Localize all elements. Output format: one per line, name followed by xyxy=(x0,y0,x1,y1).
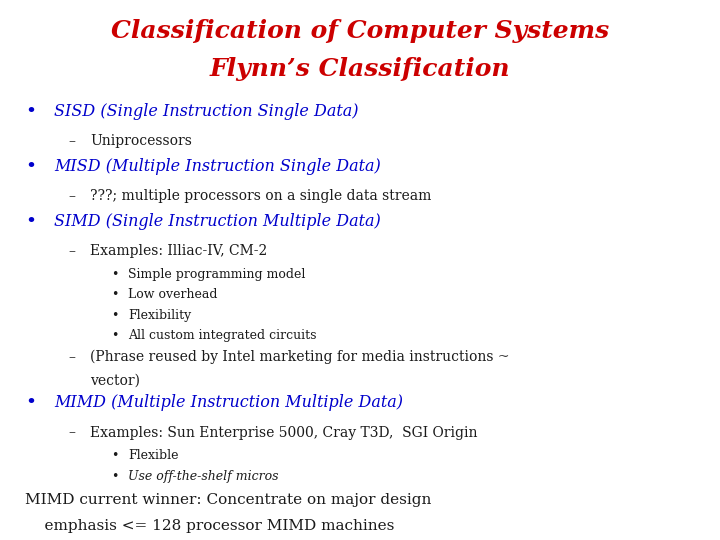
Text: –: – xyxy=(68,244,76,258)
Text: •: • xyxy=(25,394,36,412)
Text: –: – xyxy=(68,426,76,440)
Text: •: • xyxy=(25,213,36,231)
Text: •: • xyxy=(112,449,119,462)
Text: SIMD (Single Instruction Multiple Data): SIMD (Single Instruction Multiple Data) xyxy=(54,213,381,230)
Text: •: • xyxy=(112,268,119,281)
Text: Flynn’s Classification: Flynn’s Classification xyxy=(210,57,510,80)
Text: –: – xyxy=(68,350,76,364)
Text: Examples: Illiac-IV, CM-2: Examples: Illiac-IV, CM-2 xyxy=(90,244,267,258)
Text: Flexible: Flexible xyxy=(128,449,179,462)
Text: Flexibility: Flexibility xyxy=(128,309,192,322)
Text: MIMD (Multiple Instruction Multiple Data): MIMD (Multiple Instruction Multiple Data… xyxy=(54,394,403,411)
Text: ???; multiple processors on a single data stream: ???; multiple processors on a single dat… xyxy=(90,189,431,203)
Text: MISD (Multiple Instruction Single Data): MISD (Multiple Instruction Single Data) xyxy=(54,158,381,174)
Text: vector): vector) xyxy=(90,374,140,388)
Text: –: – xyxy=(68,189,76,203)
Text: emphasis <= 128 processor MIMD machines: emphasis <= 128 processor MIMD machines xyxy=(25,519,395,533)
Text: MIMD current winner: Concentrate on major design: MIMD current winner: Concentrate on majo… xyxy=(25,493,431,507)
Text: •: • xyxy=(112,470,119,483)
Text: Classification of Computer Systems: Classification of Computer Systems xyxy=(111,19,609,43)
Text: All custom integrated circuits: All custom integrated circuits xyxy=(128,329,317,342)
Text: (Phrase reused by Intel marketing for media instructions ~: (Phrase reused by Intel marketing for me… xyxy=(90,350,510,364)
Text: •: • xyxy=(112,309,119,322)
Text: Uniprocessors: Uniprocessors xyxy=(90,134,192,148)
Text: •: • xyxy=(25,158,36,176)
Text: •: • xyxy=(112,288,119,301)
Text: Simple programming model: Simple programming model xyxy=(128,268,305,281)
Text: Low overhead: Low overhead xyxy=(128,288,217,301)
Text: SISD (Single Instruction Single Data): SISD (Single Instruction Single Data) xyxy=(54,103,359,119)
Text: •: • xyxy=(25,103,36,120)
Text: Use off-the-shelf micros: Use off-the-shelf micros xyxy=(128,470,279,483)
Text: –: – xyxy=(68,134,76,148)
Text: Examples: Sun Enterprise 5000, Cray T3D,  SGI Origin: Examples: Sun Enterprise 5000, Cray T3D,… xyxy=(90,426,477,440)
Text: •: • xyxy=(112,329,119,342)
